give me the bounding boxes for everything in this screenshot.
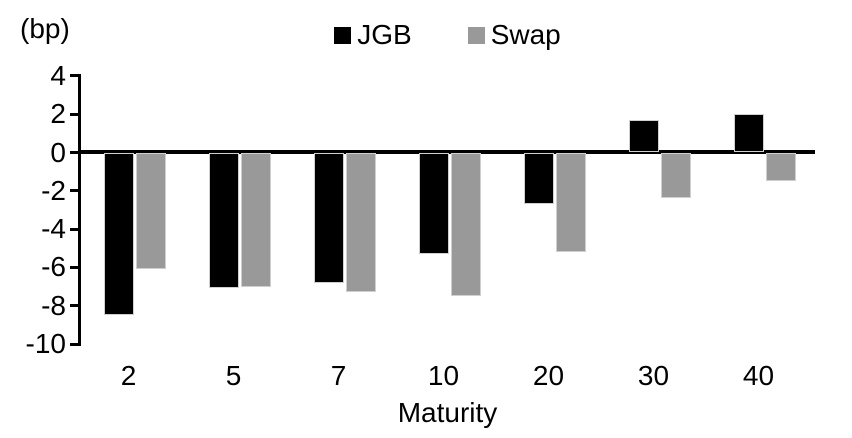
x-tick-label-5: 5	[225, 360, 242, 391]
x-tick-label-40: 40	[742, 360, 775, 391]
legend-label-swap: Swap	[490, 19, 561, 50]
y-axis-unit-label: (bp)	[20, 13, 70, 44]
legend-label-jgb: JGB	[357, 19, 412, 50]
bar-jgb-5	[208, 152, 239, 289]
bar-swap-20	[555, 152, 586, 253]
bar-jgb-30	[628, 119, 659, 153]
bar-swap-40	[765, 152, 796, 182]
bar-swap-2	[135, 152, 166, 270]
y-tick-mark	[70, 189, 80, 193]
bar-swap-5	[240, 152, 271, 287]
bar-jgb-20	[523, 152, 554, 205]
y-axis-line	[78, 74, 81, 346]
legend: JGB Swap	[80, 21, 815, 49]
legend-swatch-jgb	[334, 26, 352, 44]
y-tick-mark	[70, 265, 80, 269]
bar-swap-30	[660, 152, 691, 199]
legend-item-swap: Swap	[467, 19, 561, 50]
y-tick-mark	[70, 151, 80, 154]
x-tick-label-7: 7	[330, 360, 347, 391]
y-tick-label: 0	[50, 136, 66, 168]
bar-swap-10	[450, 152, 481, 297]
bar-jgb-7	[313, 152, 344, 283]
y-tick-label: -2	[41, 174, 66, 206]
legend-swatch-swap	[467, 26, 485, 44]
y-tick-label: -6	[41, 251, 66, 283]
bar-jgb-2	[103, 152, 134, 316]
bar-jgb-10	[418, 152, 449, 254]
y-tick-label: 4	[50, 59, 66, 91]
y-tick-mark	[70, 74, 80, 78]
x-tick-label-20: 20	[532, 360, 565, 391]
y-tick-mark	[70, 112, 80, 116]
x-tick-label-30: 30	[637, 360, 670, 391]
y-tick-label: -8	[41, 289, 66, 321]
x-axis-zero-line	[79, 150, 815, 154]
y-tick-mark	[70, 227, 80, 231]
y-tick-label: -4	[41, 213, 66, 245]
x-axis-title: Maturity	[397, 397, 498, 428]
x-tick-label-2: 2	[120, 360, 137, 391]
y-tick-label: 2	[50, 98, 66, 130]
y-tick-mark	[70, 342, 80, 346]
bar-swap-7	[345, 152, 376, 293]
y-tick-label: -10	[25, 328, 66, 359]
bar-jgb-40	[733, 114, 764, 153]
legend-item-jgb: JGB	[334, 19, 412, 50]
x-tick-label-10: 10	[427, 360, 460, 391]
y-tick-mark	[70, 304, 80, 308]
